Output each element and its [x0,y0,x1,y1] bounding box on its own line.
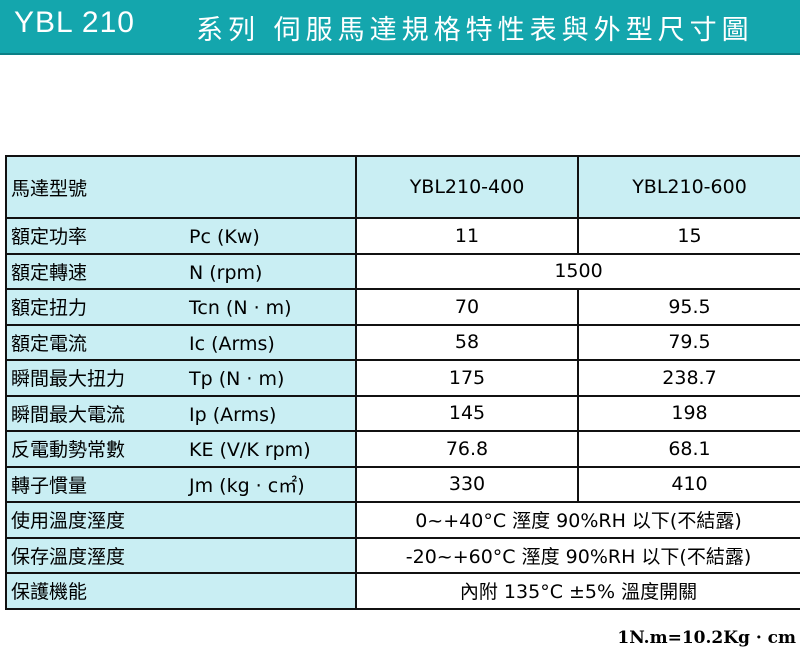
table-row: 反電動勢常數 KE (V/K rpm) 76.8 68.1 [5,430,800,468]
table-row: 額定功率 Pc (Kw) 11 15 [5,217,800,255]
value-cell: 58 [355,323,579,361]
model-header-400: YBL210-400 [355,155,579,219]
row-label: 使用溫度溼度 [11,510,126,533]
row-label: 保存溫度溼度 [11,545,126,568]
row-label: 轉子慣量 [11,474,88,497]
row-symbol: Pc (Kw) [189,226,260,249]
model-header-600: YBL210-600 [577,155,800,219]
value-cell: 11 [355,217,579,255]
row-label-cell: 保護機能 [5,572,357,610]
value-cell: 330 [355,465,579,503]
table-row: 保護機能 內附 135°C ±5% 溫度開關 [5,572,800,610]
row-symbol: Jm (kg · c㎡) [189,474,305,497]
row-label-cell: 保存溫度溼度 [5,536,357,574]
row-symbol: Tcn (N · m) [189,297,292,320]
row-label-cell: 反電動勢常數 KE (V/K rpm) [5,430,357,468]
row-label-cell: 轉子慣量 Jm (kg · c㎡) [5,465,357,503]
row-label-cell: 瞬間最大扭力 Tp (N · m) [5,359,357,397]
value-cell: 15 [577,217,800,255]
row-label: 額定轉速 [11,261,88,284]
table-row: 使用溫度溼度 0~+40°C 溼度 90%RH 以下(不結露) [5,501,800,539]
table-row: 瞬間最大扭力 Tp (N · m) 175 238.7 [5,359,800,397]
row-symbol: N (rpm) [189,261,263,284]
row-label: 瞬間最大扭力 [11,368,126,391]
value-cell: 76.8 [355,430,579,468]
row-label: 保護機能 [11,581,88,604]
row-label-cell: 瞬間最大電流 Ip (Arms) [5,394,357,432]
value-cell: 238.7 [577,359,800,397]
row-label-cell: 額定扭力 Tcn (N · m) [5,288,357,326]
row-label-cell: 使用溫度溼度 [5,501,357,539]
merged-value-cell: 0~+40°C 溼度 90%RH 以下(不結露) [355,501,800,539]
value-cell: 175 [355,359,579,397]
row-label: 額定電流 [11,332,88,355]
value-cell: 95.5 [577,288,800,326]
merged-value-cell: 內附 135°C ±5% 溫度開關 [355,572,800,610]
merged-value-cell: 1500 [355,252,800,290]
spec-table: 馬達型號 YBL210-400 YBL210-600 額定功率 Pc (Kw) 1… [5,155,800,610]
row-label: 額定功率 [11,226,88,249]
value-cell: 70 [355,288,579,326]
table-row: 額定電流 Ic (Arms) 58 79.5 [5,323,800,361]
row-symbol: Ic (Arms) [189,332,275,355]
table-row: 額定扭力 Tcn (N · m) 70 95.5 [5,288,800,326]
unit-conversion-note: 1N.m=10.2Kg · cm [617,628,796,648]
header-label-cell: 馬達型號 [5,155,357,219]
row-label-cell: 額定轉速 N (rpm) [5,252,357,290]
value-cell: 410 [577,465,800,503]
row-label-cell: 額定功率 Pc (Kw) [5,217,357,255]
table-row: 額定轉速 N (rpm) 1500 [5,252,800,290]
row-symbol: Tp (N · m) [189,368,285,391]
table-row: 保存溫度溼度 -20~+60°C 溼度 90%RH 以下(不結露) [5,536,800,574]
model-title: YBL 210 [14,6,135,39]
row-label: 反電動勢常數 [11,439,126,462]
value-cell: 145 [355,394,579,432]
table-row: 瞬間最大電流 Ip (Arms) 145 198 [5,394,800,432]
merged-value-cell: -20~+60°C 溼度 90%RH 以下(不結露) [355,536,800,574]
value-cell: 79.5 [577,323,800,361]
series-title: 系列 伺服馬達規格特性表與外型尺寸圖 [196,15,754,46]
row-label-cell: 額定電流 Ic (Arms) [5,323,357,361]
value-cell: 198 [577,394,800,432]
title-banner: YBL 210 系列 伺服馬達規格特性表與外型尺寸圖 [0,0,800,55]
row-label: 瞬間最大電流 [11,403,126,426]
table-header-row: 馬達型號 YBL210-400 YBL210-600 [5,155,800,219]
row-label: 額定扭力 [11,297,88,320]
row-symbol: KE (V/K rpm) [189,439,311,462]
value-cell: 68.1 [577,430,800,468]
row-symbol: Ip (Arms) [189,403,277,426]
table-row: 轉子慣量 Jm (kg · c㎡) 330 410 [5,465,800,503]
